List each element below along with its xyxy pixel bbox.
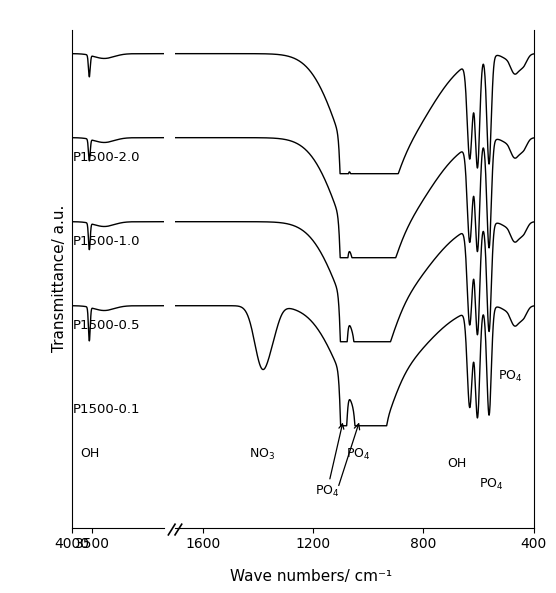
Y-axis label: Transmittance/ a.u.: Transmittance/ a.u.	[52, 205, 67, 352]
Text: P1500-1.0: P1500-1.0	[73, 235, 140, 248]
Text: P1500-2.0: P1500-2.0	[73, 151, 140, 164]
Text: OH: OH	[447, 457, 466, 470]
Text: PO$_4$: PO$_4$	[346, 447, 371, 463]
Text: PO$_4$: PO$_4$	[498, 369, 523, 384]
Text: P1500-0.1: P1500-0.1	[73, 403, 140, 416]
Text: OH: OH	[80, 447, 100, 460]
Text: NO$_3$: NO$_3$	[250, 447, 276, 463]
Text: PO$_4$: PO$_4$	[479, 477, 503, 492]
Text: PO$_4$: PO$_4$	[315, 424, 344, 499]
Text: Wave numbers/ cm⁻¹: Wave numbers/ cm⁻¹	[230, 569, 393, 584]
Text: P1500-0.5: P1500-0.5	[73, 319, 140, 332]
